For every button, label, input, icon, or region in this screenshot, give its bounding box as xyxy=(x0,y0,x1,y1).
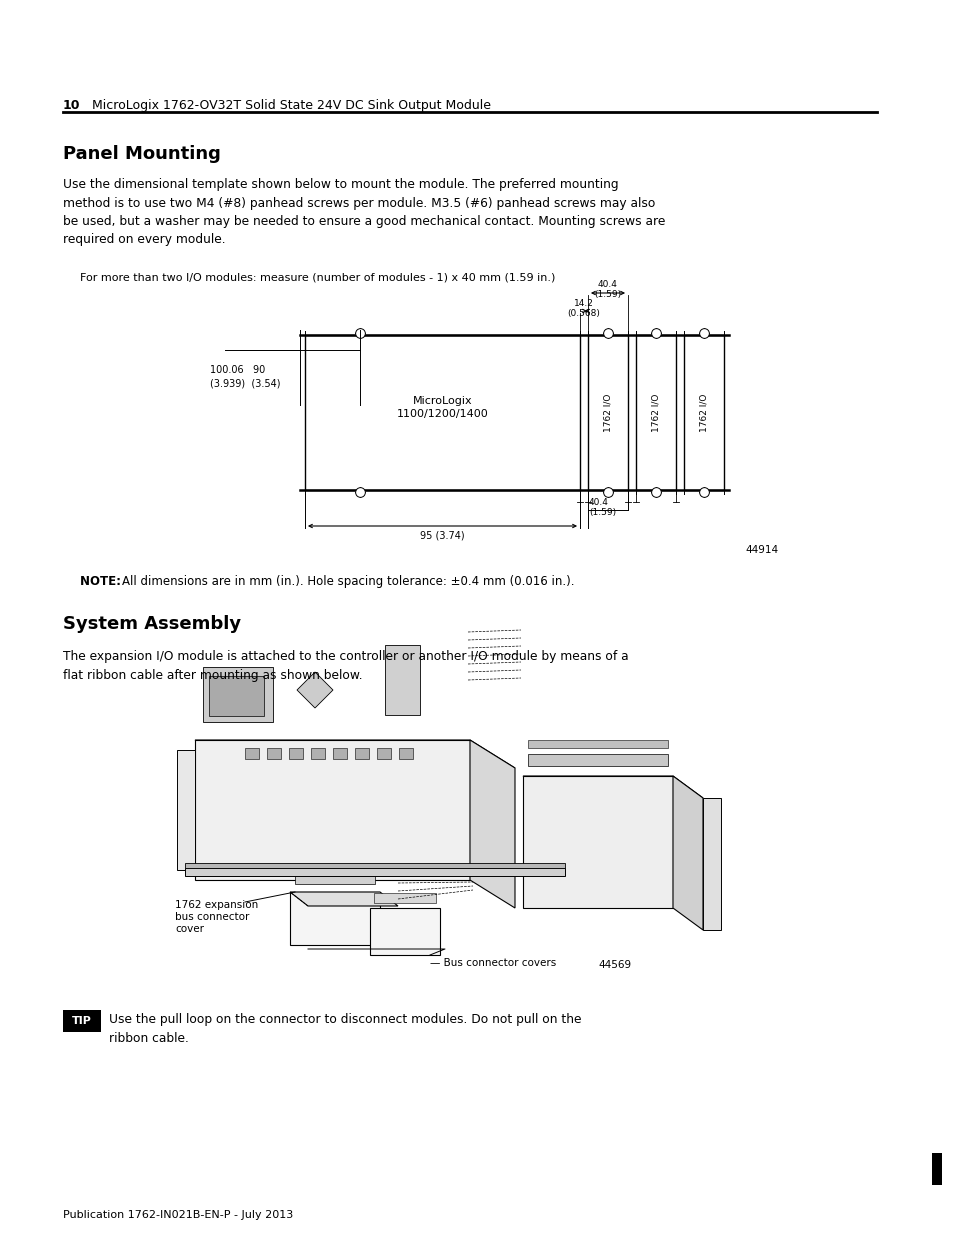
Text: NOTE:: NOTE: xyxy=(80,576,125,588)
Bar xyxy=(931,1153,941,1186)
Polygon shape xyxy=(370,908,439,955)
Bar xyxy=(311,748,325,760)
Polygon shape xyxy=(522,776,702,798)
Bar xyxy=(374,893,436,903)
Text: 1762 I/O: 1762 I/O xyxy=(603,393,612,432)
Text: — Bus connector covers: — Bus connector covers xyxy=(430,958,556,968)
Text: 100.06   90: 100.06 90 xyxy=(210,366,265,375)
Bar xyxy=(294,872,375,884)
Text: 10: 10 xyxy=(63,99,80,112)
Text: Panel Mounting: Panel Mounting xyxy=(63,144,221,163)
Text: bus connector: bus connector xyxy=(174,911,249,923)
Bar xyxy=(245,748,258,760)
Text: cover: cover xyxy=(174,924,204,934)
Bar xyxy=(203,667,273,722)
Text: Use the dimensional template shown below to mount the module. The preferred moun: Use the dimensional template shown below… xyxy=(63,178,664,247)
Text: (1.59): (1.59) xyxy=(594,290,621,299)
Text: 44569: 44569 xyxy=(598,960,631,969)
Text: 40.4: 40.4 xyxy=(588,498,608,508)
Polygon shape xyxy=(194,740,515,768)
Text: 40.4: 40.4 xyxy=(598,280,618,289)
Polygon shape xyxy=(296,672,333,708)
Bar xyxy=(185,868,564,876)
Bar xyxy=(376,748,391,760)
Bar xyxy=(209,676,264,716)
Text: MicroLogix
1100/1200/1400: MicroLogix 1100/1200/1400 xyxy=(396,395,488,420)
Bar xyxy=(527,740,667,748)
Text: System Assembly: System Assembly xyxy=(63,615,241,634)
Bar xyxy=(683,335,723,490)
Text: TIP: TIP xyxy=(72,1016,91,1026)
Polygon shape xyxy=(702,798,720,930)
Bar xyxy=(333,748,347,760)
Text: 14.2: 14.2 xyxy=(574,299,594,308)
Bar xyxy=(63,1010,101,1032)
Text: (1.59): (1.59) xyxy=(588,508,616,517)
Text: The expansion I/O module is attached to the controller or another I/O module by : The expansion I/O module is attached to … xyxy=(63,650,628,682)
Bar xyxy=(355,748,369,760)
Text: 95 (3.74): 95 (3.74) xyxy=(419,530,464,540)
Text: 44914: 44914 xyxy=(744,545,778,555)
Text: Use the pull loop on the connector to disconnect modules. Do not pull on the
rib: Use the pull loop on the connector to di… xyxy=(109,1013,581,1045)
Polygon shape xyxy=(194,740,470,881)
Text: Publication 1762-IN021B-EN-P - July 2013: Publication 1762-IN021B-EN-P - July 2013 xyxy=(63,1210,293,1220)
Bar xyxy=(398,748,413,760)
Bar xyxy=(267,748,281,760)
Polygon shape xyxy=(177,750,194,869)
Text: MicroLogix 1762-OV32T Solid State 24V DC Sink Output Module: MicroLogix 1762-OV32T Solid State 24V DC… xyxy=(91,99,491,112)
Bar xyxy=(185,863,564,868)
Polygon shape xyxy=(522,776,672,908)
Text: For more than two I/O modules: measure (number of modules - 1) x 40 mm (1.59 in.: For more than two I/O modules: measure (… xyxy=(80,272,555,282)
Bar xyxy=(636,335,676,490)
Bar xyxy=(305,335,579,490)
Polygon shape xyxy=(290,892,397,906)
Text: (0.568): (0.568) xyxy=(567,309,599,317)
Bar xyxy=(527,755,667,766)
Text: 1762 I/O: 1762 I/O xyxy=(699,393,708,432)
Text: 1762 I/O: 1762 I/O xyxy=(651,393,659,432)
Bar xyxy=(289,748,303,760)
Polygon shape xyxy=(672,776,702,930)
Polygon shape xyxy=(470,740,515,908)
Text: 1762 expansion: 1762 expansion xyxy=(174,900,258,910)
Text: All dimensions are in mm (in.). Hole spacing tolerance: ±0.4 mm (0.016 in.).: All dimensions are in mm (in.). Hole spa… xyxy=(122,576,574,588)
Text: (3.939)  (3.54): (3.939) (3.54) xyxy=(210,378,280,388)
Bar xyxy=(587,335,627,490)
Bar xyxy=(385,645,419,715)
Polygon shape xyxy=(290,892,379,945)
